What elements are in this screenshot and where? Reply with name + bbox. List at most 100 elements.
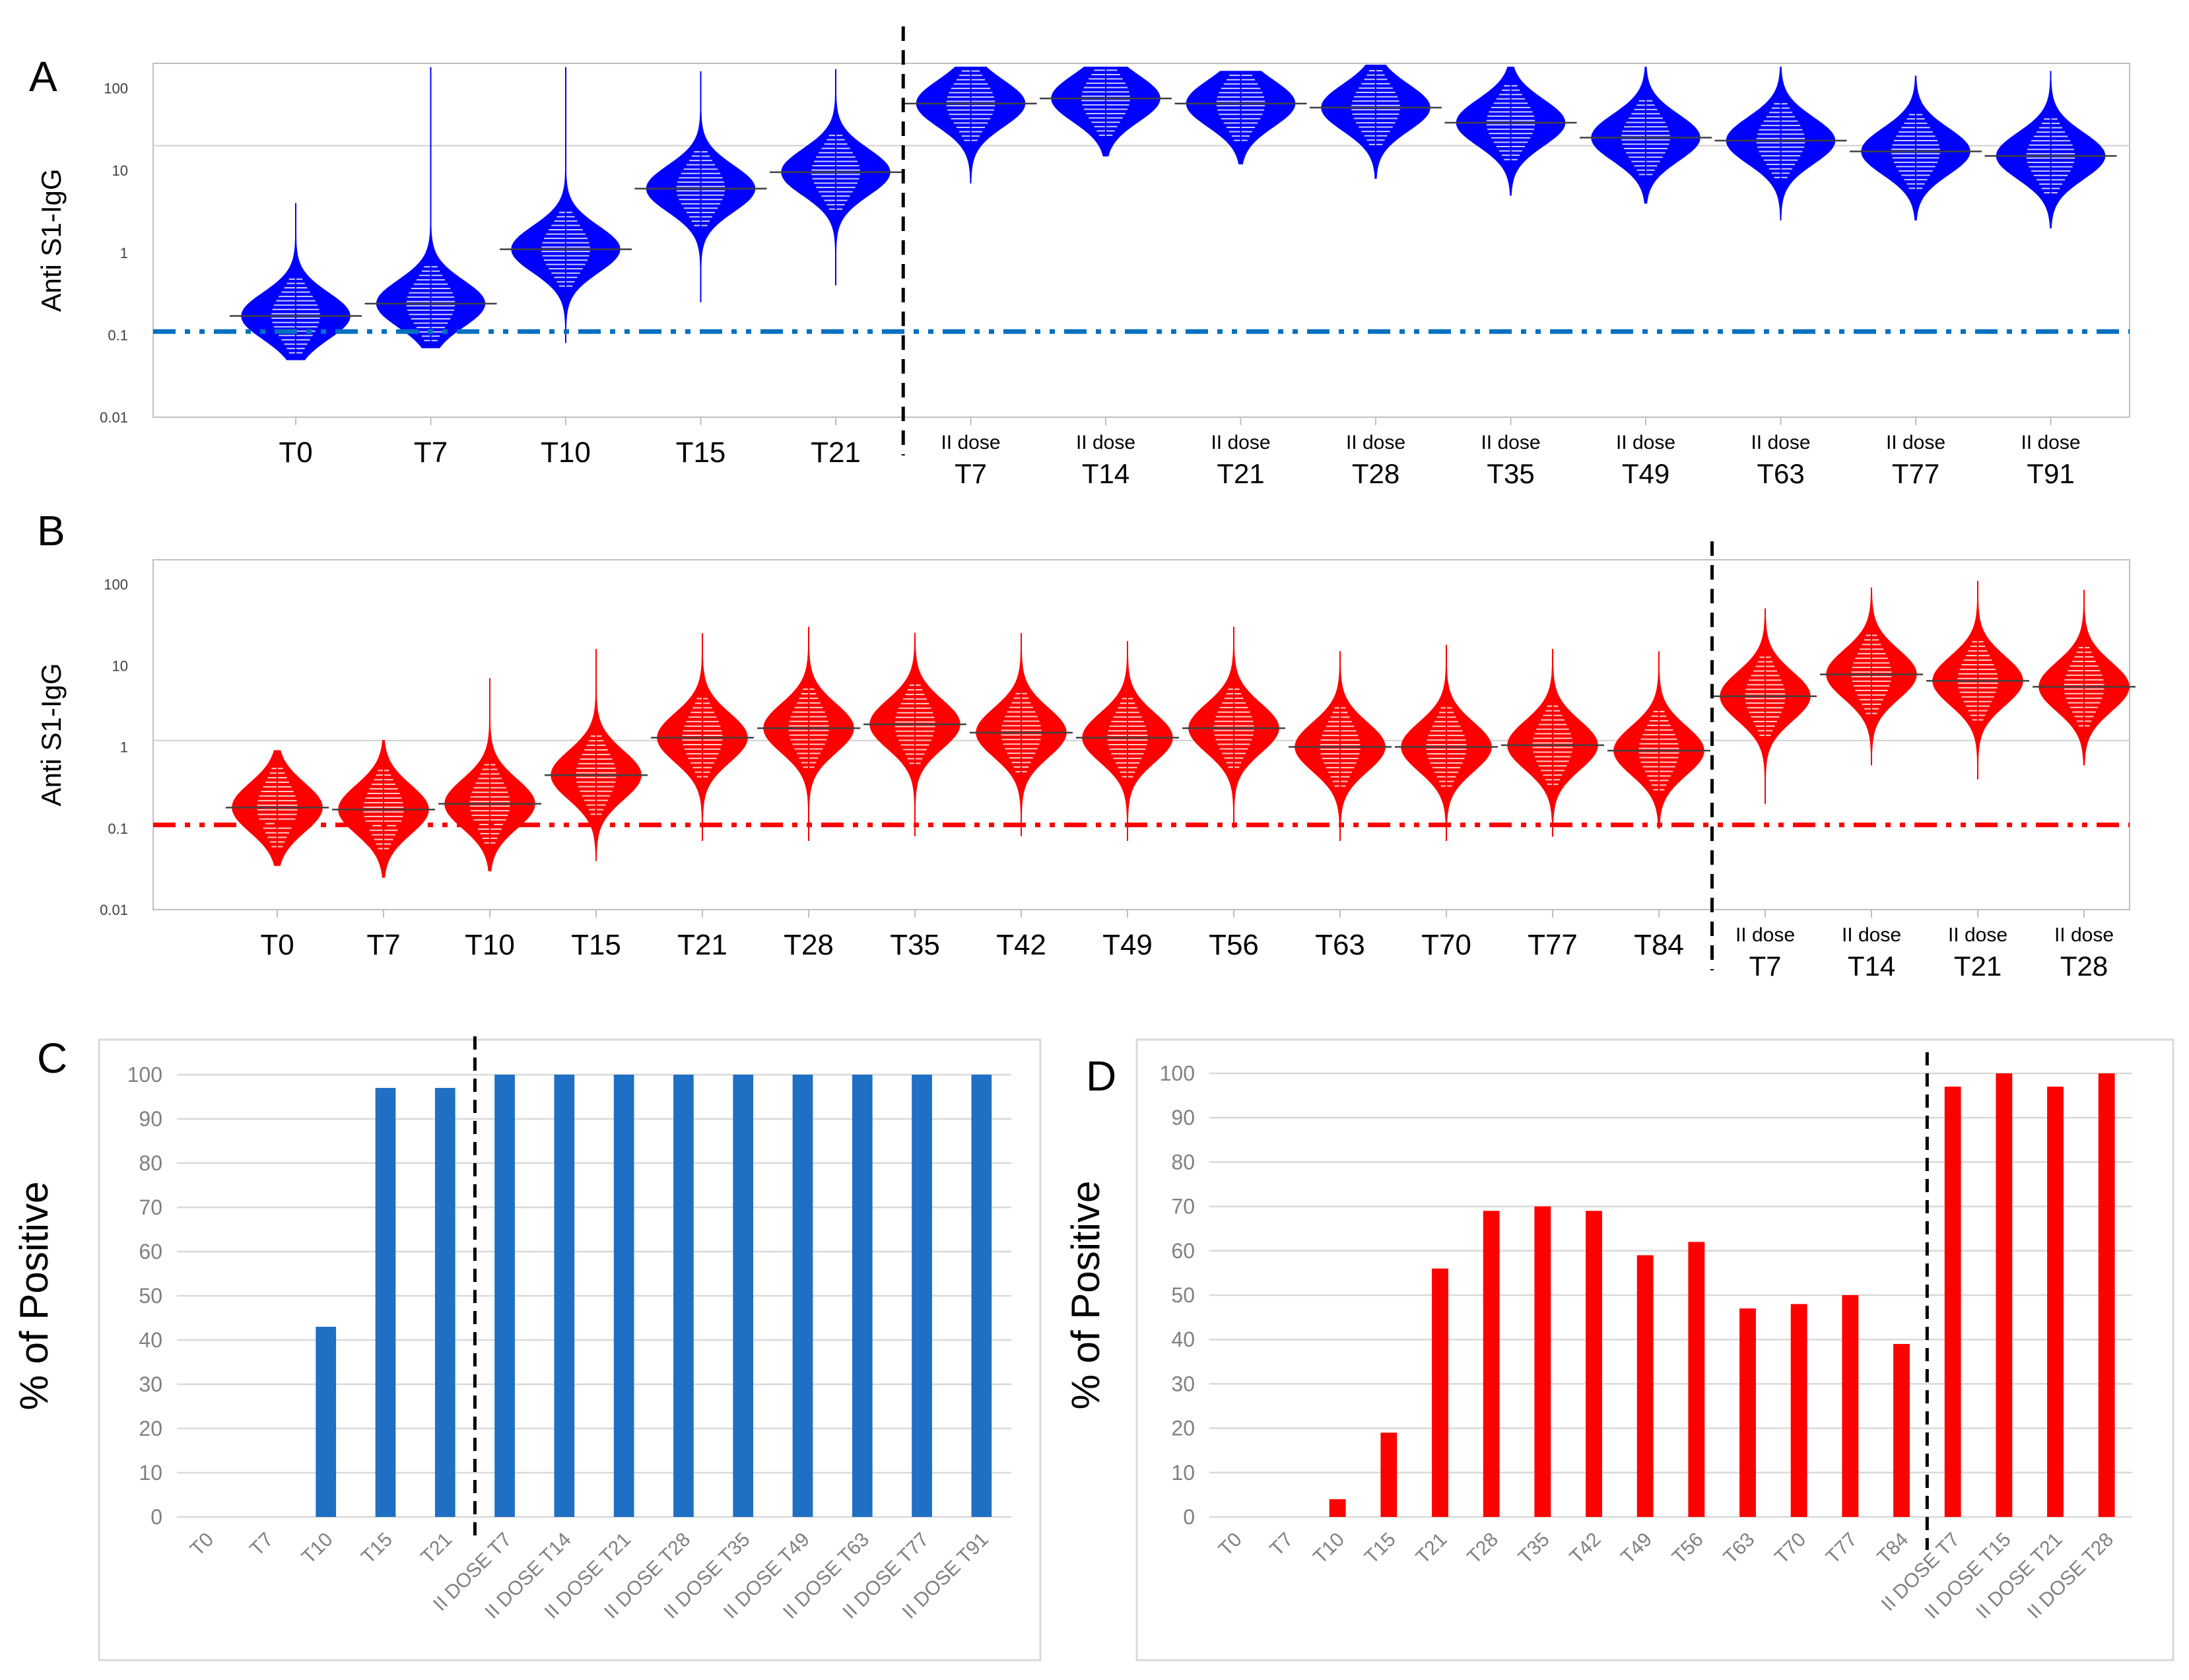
x-tick-label: T49 — [1622, 458, 1669, 489]
x-tick-label: T15 — [676, 436, 726, 469]
y-axis-label: % of Positive — [1063, 1181, 1108, 1410]
bar — [316, 1326, 337, 1517]
bar — [1996, 1073, 2013, 1517]
bar — [1432, 1268, 1448, 1517]
x-tick-label: T21 — [677, 929, 727, 961]
chart-frame — [1135, 1038, 2174, 1662]
y-tick-label: 70 — [139, 1195, 162, 1219]
y-tick-label: 10 — [139, 1461, 162, 1485]
y-tick-label: 60 — [1171, 1239, 1195, 1263]
x-tick-label-top: II dose — [1076, 432, 1135, 454]
bar — [971, 1075, 992, 1517]
y-tick-label: 90 — [1171, 1106, 1195, 1129]
x-tick-label: T63 — [1757, 458, 1804, 489]
y-tick-label: 30 — [139, 1372, 162, 1396]
x-tick-label: T21 — [811, 436, 861, 469]
y-tick-label: 10 — [112, 162, 128, 179]
bar — [1739, 1308, 1756, 1517]
x-tick-label-top: II dose — [1735, 924, 1795, 946]
x-tick-label: T42 — [996, 929, 1046, 961]
x-tick-label-top: II dose — [2021, 432, 2080, 454]
x-tick-label: T70 — [1421, 929, 1471, 961]
bar — [1483, 1211, 1500, 1517]
chart-frame — [98, 1038, 1042, 1662]
y-tick-label: 20 — [1171, 1417, 1195, 1440]
x-tick-label: T35 — [1514, 1529, 1554, 1568]
x-tick-label: T21 — [1217, 458, 1264, 489]
y-tick-label: 0 — [151, 1505, 162, 1529]
y-tick-label: 100 — [104, 81, 128, 97]
x-tick-label: T14 — [1082, 458, 1129, 489]
y-tick-label: 100 — [1160, 1061, 1195, 1085]
bar — [1944, 1087, 1961, 1517]
panel-b-violin-chart: 100 10 1 0.1 0.01 Anti S1-IgG T0 T7 T10 T15 T21 T28… — [36, 541, 2136, 982]
x-tick-label-top: II dose — [1616, 432, 1675, 454]
x-tick-label-top: II dose — [1842, 924, 1901, 946]
x-tick-label: T15 — [357, 1529, 397, 1568]
bar — [733, 1075, 754, 1517]
x-tick-label: T35 — [890, 929, 940, 961]
x-tick-label: T49 — [1617, 1529, 1656, 1568]
x-tick-label: T7 — [1749, 951, 1781, 982]
bar — [1688, 1242, 1705, 1517]
bar — [613, 1075, 634, 1517]
x-tick-label-top: II dose — [2054, 924, 2114, 946]
x-tick-label-top: II dose — [1751, 432, 1810, 454]
bar — [1534, 1206, 1551, 1517]
y-tick-label: 30 — [1171, 1372, 1195, 1395]
bar — [1893, 1343, 1910, 1517]
y-tick-label: 0 — [1183, 1505, 1195, 1529]
x-tick-label-top: II dose — [1346, 432, 1405, 454]
bar — [1790, 1304, 1807, 1517]
x-tick-label: T21 — [417, 1529, 456, 1568]
bar — [2047, 1087, 2064, 1517]
x-tick-label: T10 — [541, 436, 591, 469]
y-tick-label: 0.1 — [108, 821, 128, 837]
bar — [554, 1075, 575, 1517]
x-tick-label-top: II dose — [1948, 924, 2007, 946]
x-tick-label: T63 — [1720, 1529, 1759, 1568]
y-tick-label: 70 — [1171, 1195, 1195, 1219]
x-tick-label: T7 — [414, 436, 448, 469]
y-tick-label: 0.01 — [100, 409, 128, 426]
bar — [1380, 1432, 1398, 1517]
x-tick-label: T63 — [1315, 929, 1365, 961]
x-tick-label: T28 — [1352, 458, 1399, 489]
x-tick-label: T28 — [1463, 1529, 1502, 1568]
bar — [375, 1088, 396, 1517]
bar — [1329, 1499, 1346, 1517]
x-tick-label: T10 — [465, 929, 515, 961]
y-tick-label: 40 — [1171, 1327, 1195, 1351]
plot-frame — [152, 63, 2130, 418]
y-tick-label: 10 — [1171, 1461, 1195, 1485]
bar — [434, 1088, 455, 1517]
y-axis-label: % of Positive — [12, 1182, 56, 1411]
panel-letter-d: D — [1086, 1052, 1116, 1100]
x-tick-label: T35 — [1487, 458, 1534, 489]
y-axis-label: Anti S1-IgG — [36, 663, 67, 806]
x-tick-label: T70 — [1770, 1529, 1810, 1568]
violin-data-strokes — [1891, 114, 1940, 189]
y-tick-label: 50 — [139, 1284, 162, 1308]
x-tick-label-top: II dose — [1886, 432, 1945, 454]
x-tick-label: T7 — [246, 1529, 277, 1561]
panel-a-violin-chart: 100 10 1 0.1 0.01 Anti S1-IgG T0 T7 T10 T15 T21 II … — [36, 26, 2130, 489]
y-tick-label: 60 — [139, 1240, 162, 1263]
x-tick-label: T84 — [1634, 929, 1684, 961]
y-tick-label: 100 — [127, 1063, 162, 1087]
panel-letter-b: B — [37, 507, 65, 554]
y-tick-label: 10 — [112, 657, 128, 674]
x-tick-label-top: II dose — [1211, 432, 1270, 454]
x-tick-label: T42 — [1566, 1529, 1605, 1568]
y-axis-label: Anti S1-IgG — [36, 168, 67, 312]
x-tick-label: T0 — [260, 929, 294, 961]
bar — [852, 1075, 873, 1517]
x-tick-label: T77 — [1892, 458, 1939, 489]
x-tick-label: T56 — [1668, 1529, 1708, 1568]
panel-letter-c: C — [37, 1034, 67, 1082]
x-tick-label: T28 — [784, 929, 834, 961]
x-tick-label: T15 — [571, 929, 621, 961]
y-tick-label: 40 — [139, 1328, 162, 1352]
y-tick-label: 1 — [120, 739, 128, 756]
x-tick-label: T56 — [1209, 929, 1259, 961]
